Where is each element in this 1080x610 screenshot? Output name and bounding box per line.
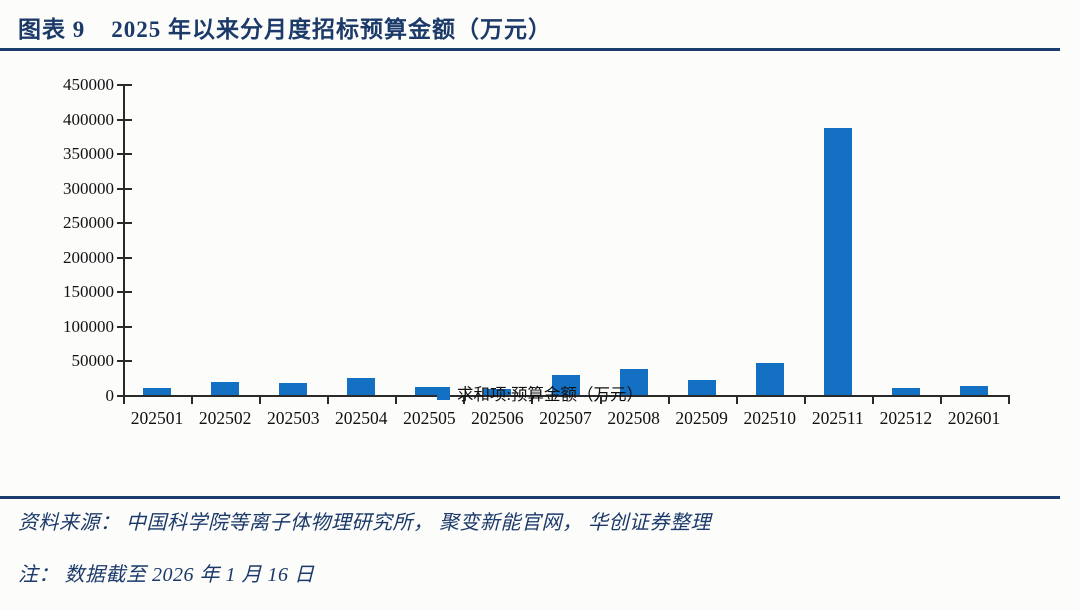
x-tick-label: 202510 xyxy=(743,408,796,428)
y-axis-tick xyxy=(117,325,132,328)
x-tick-label: 202509 xyxy=(675,408,728,428)
y-tick-label: 200000 xyxy=(63,247,114,267)
x-tick-label: 202511 xyxy=(811,408,864,428)
y-tick-label: 350000 xyxy=(63,144,114,164)
x-tick-label: 202506 xyxy=(471,408,524,428)
bar xyxy=(823,127,852,395)
y-axis-tick xyxy=(117,360,132,363)
y-axis-tick xyxy=(117,84,132,86)
y-tick-label: 250000 xyxy=(63,213,114,233)
bar xyxy=(483,388,512,395)
x-tick-label: 202505 xyxy=(403,408,456,428)
chart-legend: 求和项:预算金额（万元） xyxy=(0,381,1080,405)
x-axis-tick xyxy=(1008,395,1010,404)
x-tick-label: 202601 xyxy=(947,408,1001,428)
note-text: 注： 数据截至 2026 年 1 月 16 日 xyxy=(18,564,315,586)
source-text: 资料来源： 中国科学院等离子体物理研究所， 聚变新能官网， 华创证券整理 xyxy=(18,512,711,534)
x-axis-tick xyxy=(327,395,330,404)
bar xyxy=(279,383,308,395)
figure-header: 图表 9 2025 年以来分月度招标预算金额（万元） xyxy=(18,10,1062,44)
legend-label: 求和项:预算金额（万元） xyxy=(456,385,644,404)
x-tick-label: 202507 xyxy=(539,408,592,428)
y-tick-label: 450000 xyxy=(63,75,114,94)
bar-chart: 0 50000 100000 150000 200000 250000 300000 3500… xyxy=(0,60,1080,480)
y-axis-tick xyxy=(117,187,132,190)
y-tick-label: 50000 xyxy=(71,351,115,371)
bar xyxy=(551,374,580,395)
x-axis-tick xyxy=(463,395,466,404)
y-axis xyxy=(123,84,125,404)
x-axis-tick xyxy=(939,395,942,404)
x-tick-label: 202508 xyxy=(607,408,660,428)
x-axis-tick xyxy=(259,395,262,404)
x-axis-tick xyxy=(803,395,806,404)
bar xyxy=(211,381,240,395)
x-axis-tick xyxy=(599,395,602,404)
figure-label: 图表 9 xyxy=(18,17,86,42)
y-axis-tick xyxy=(117,118,132,121)
x-axis-tick xyxy=(871,395,874,404)
y-tick-label: 0 xyxy=(105,386,115,405)
x-tick-label: 202502 xyxy=(198,408,252,428)
bar xyxy=(959,386,988,395)
y-tick-label: 400000 xyxy=(63,109,114,129)
bar xyxy=(347,378,376,395)
y-axis-tick xyxy=(117,222,132,225)
x-tick-label: 202501 xyxy=(130,408,184,428)
bar xyxy=(687,380,716,395)
y-axis-tick xyxy=(117,291,132,294)
bar xyxy=(891,387,920,395)
y-tick-label: 100000 xyxy=(63,316,114,336)
x-axis-tick xyxy=(191,395,194,404)
y-tick-label: 300000 xyxy=(63,178,114,198)
x-tick-label: 202512 xyxy=(879,408,933,428)
y-tick-label: 150000 xyxy=(63,282,114,302)
bar xyxy=(415,387,444,395)
legend-marker xyxy=(436,386,450,400)
x-tick-label: 202504 xyxy=(335,408,388,428)
x-axis xyxy=(123,395,1008,397)
bar xyxy=(755,363,784,395)
x-axis-tick xyxy=(395,395,398,404)
x-axis-tick xyxy=(123,395,125,404)
y-axis-tick xyxy=(117,256,132,259)
x-axis-tick xyxy=(667,395,670,404)
title-divider xyxy=(0,48,1060,51)
footer-divider xyxy=(0,496,1060,499)
x-tick-label: 202503 xyxy=(266,408,320,428)
bar xyxy=(143,388,172,395)
figure-title: 2025 年以来分月度招标预算金额（万元） xyxy=(111,17,552,42)
bar xyxy=(619,369,648,395)
x-axis-tick xyxy=(531,395,534,404)
x-axis-tick xyxy=(735,395,738,404)
y-axis-tick xyxy=(117,153,132,156)
